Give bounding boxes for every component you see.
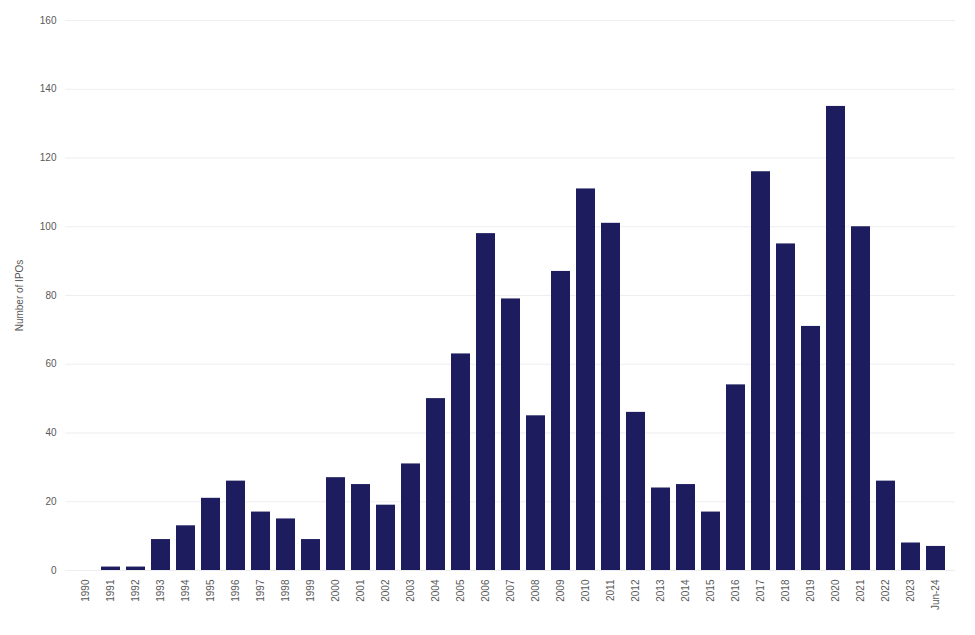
svg-text:1999: 1999 — [305, 579, 316, 602]
svg-text:2003: 2003 — [405, 579, 416, 602]
svg-text:2015: 2015 — [705, 579, 716, 602]
svg-text:1997: 1997 — [255, 579, 266, 602]
svg-text:2008: 2008 — [530, 579, 541, 602]
svg-text:160: 160 — [40, 15, 57, 26]
svg-text:2017: 2017 — [755, 579, 766, 602]
svg-text:2001: 2001 — [355, 579, 366, 602]
svg-text:2021: 2021 — [855, 579, 866, 602]
svg-text:80: 80 — [45, 290, 57, 301]
svg-text:140: 140 — [40, 83, 57, 94]
svg-text:2006: 2006 — [480, 579, 491, 602]
svg-text:2010: 2010 — [580, 579, 591, 602]
svg-text:1993: 1993 — [155, 579, 166, 602]
svg-text:2004: 2004 — [430, 579, 441, 602]
svg-text:2005: 2005 — [455, 579, 466, 602]
svg-text:2019: 2019 — [805, 579, 816, 602]
svg-text:2022: 2022 — [880, 579, 891, 602]
svg-text:2016: 2016 — [730, 579, 741, 602]
svg-text:2013: 2013 — [655, 579, 666, 602]
svg-text:2009: 2009 — [555, 579, 566, 602]
svg-text:40: 40 — [45, 427, 57, 438]
svg-text:1998: 1998 — [280, 579, 291, 602]
svg-text:Number of IPOs: Number of IPOs — [14, 260, 25, 332]
svg-text:1994: 1994 — [180, 579, 191, 602]
svg-text:1991: 1991 — [105, 579, 116, 602]
svg-text:Jun-24: Jun-24 — [930, 579, 941, 610]
svg-text:2020: 2020 — [830, 579, 841, 602]
svg-text:0: 0 — [51, 565, 57, 576]
svg-text:2002: 2002 — [380, 579, 391, 602]
svg-text:2011: 2011 — [605, 579, 616, 601]
svg-text:120: 120 — [40, 152, 57, 163]
svg-text:100: 100 — [40, 221, 57, 232]
svg-text:20: 20 — [45, 496, 57, 507]
svg-text:1992: 1992 — [130, 579, 141, 602]
svg-text:2012: 2012 — [630, 579, 641, 602]
svg-text:2018: 2018 — [780, 579, 791, 602]
svg-text:2014: 2014 — [680, 579, 691, 602]
svg-text:1990: 1990 — [80, 579, 91, 602]
svg-text:2023: 2023 — [905, 579, 916, 602]
svg-text:2000: 2000 — [330, 579, 341, 602]
svg-text:1996: 1996 — [230, 579, 241, 602]
svg-text:1995: 1995 — [205, 579, 216, 602]
svg-text:60: 60 — [45, 358, 57, 369]
svg-text:2007: 2007 — [505, 579, 516, 602]
